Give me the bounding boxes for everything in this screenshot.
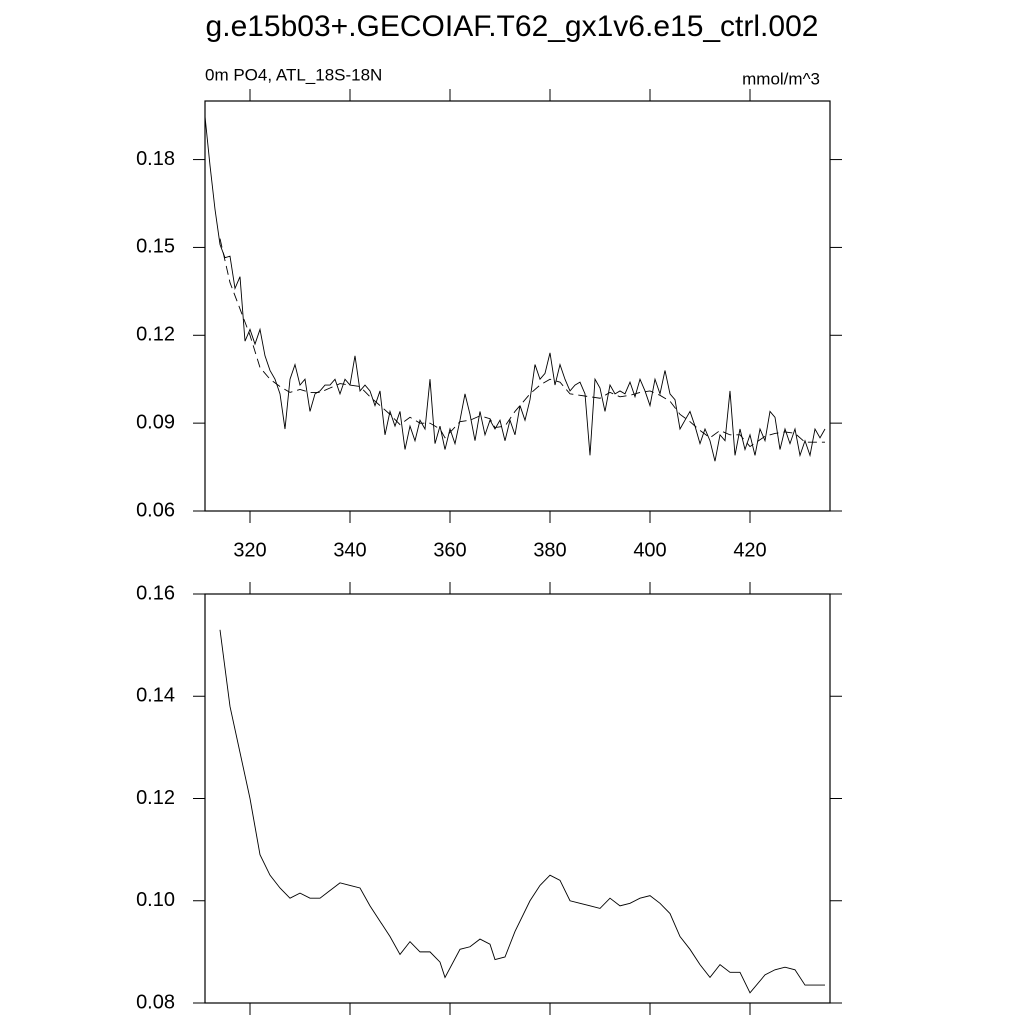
y-tick-label: 0.15: [136, 236, 175, 258]
y-tick-label: 0.09: [136, 411, 175, 433]
y-tick-label: 0.16: [136, 582, 175, 604]
dashed-line: [219, 238, 825, 448]
x-tick-label: 320: [233, 539, 266, 561]
y-tick-label: 0.10: [136, 889, 175, 911]
subtitle-left: 0m PO4, ATL_18S-18N: [205, 65, 382, 84]
x-tick-label: 420: [733, 539, 766, 561]
line: [219, 629, 825, 994]
y-tick-label: 0.08: [136, 991, 175, 1013]
subtitle-right: mmol/m^3: [742, 69, 820, 88]
x-tick-label: 380: [533, 539, 566, 561]
y-tick-label: 0.06: [136, 499, 175, 521]
y-tick-label: 0.18: [136, 148, 175, 170]
plot-frame: [204, 593, 831, 1004]
x-tick-label: 340: [333, 539, 366, 561]
line: [204, 116, 826, 462]
y-tick-label: 0.12: [136, 787, 175, 809]
plot-frame: [204, 100, 831, 512]
figure-title: g.e15b03+.GECOIAF.T62_gx1v6.e15_ctrl.002: [206, 10, 819, 43]
x-tick-label: 360: [433, 539, 466, 561]
x-tick-label: 400: [633, 539, 666, 561]
y-tick-label: 0.12: [136, 324, 175, 346]
y-tick-label: 0.14: [136, 685, 175, 707]
